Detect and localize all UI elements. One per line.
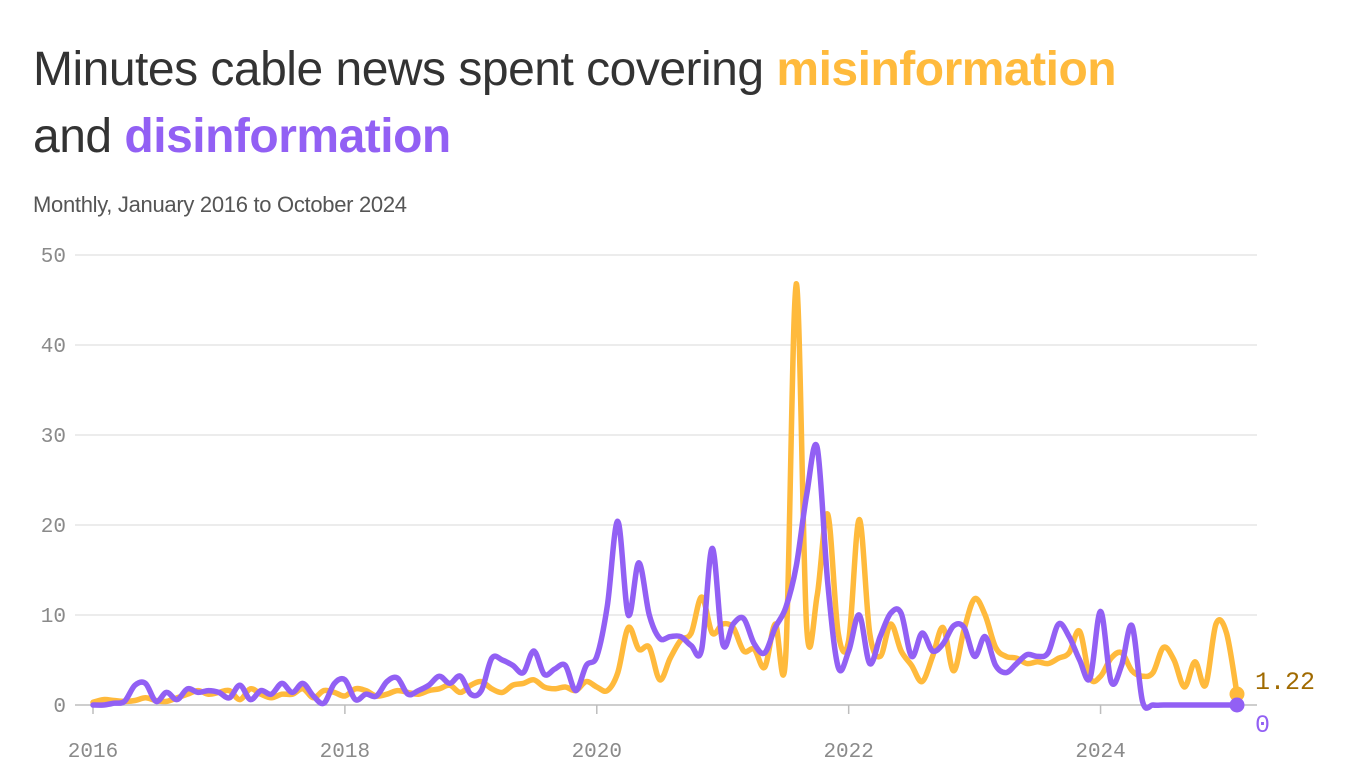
x-axis-ticks: 2016 2018 2020 2022 2024 — [68, 705, 1126, 764]
y-tick-label-30: 30 — [41, 426, 66, 449]
y-tick-label-0: 0 — [53, 696, 66, 719]
chart-subtitle: Monthly, January 2016 to October 2024 — [33, 192, 407, 217]
disinformation-end-label: 0 — [1255, 711, 1270, 740]
chart-title: Minutes cable news spent covering misinf… — [33, 36, 1333, 170]
disinformation-line — [90, 441, 1240, 711]
y-tick-label-20: 20 — [41, 516, 66, 539]
gridlines — [75, 254, 1257, 706]
y-axis-ticks: 0 10 20 30 40 50 — [41, 246, 66, 719]
x-tick-label-2016: 2016 — [68, 741, 118, 764]
y-tick-label-40: 40 — [41, 336, 66, 359]
x-tick-label-2022: 2022 — [823, 741, 873, 764]
x-tick-label-2020: 2020 — [572, 741, 622, 764]
misinformation-end-label: 1.22 — [1255, 668, 1315, 697]
y-tick-label-50: 50 — [41, 246, 66, 269]
x-tick-label-2024: 2024 — [1075, 741, 1125, 764]
title-misinformation: misinformation — [776, 43, 1117, 96]
title-and: and — [33, 110, 125, 163]
series-lines — [90, 281, 1240, 711]
misinformation-end-dot — [1229, 686, 1245, 702]
y-tick-label-10: 10 — [41, 606, 66, 629]
title-disinformation: disinformation — [124, 110, 451, 163]
x-tick-label-2018: 2018 — [320, 741, 370, 764]
end-markers: 1.22 0 — [1229, 668, 1315, 740]
disinformation-end-dot — [1229, 697, 1245, 713]
title-prefix: Minutes cable news spent covering — [33, 43, 777, 96]
